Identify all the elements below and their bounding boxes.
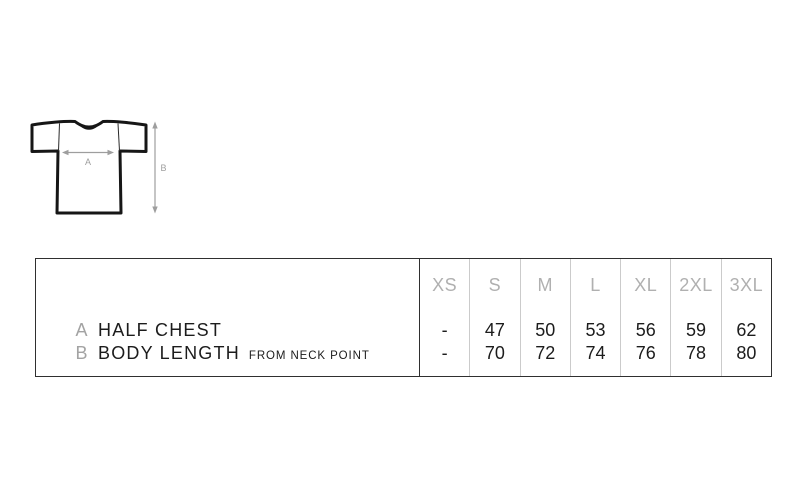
half-chest-value-3xl: 62 xyxy=(736,320,757,340)
tshirt-diagram: A B xyxy=(30,119,167,215)
row-note-from-neck-point: FROM NECK POINT xyxy=(248,350,370,362)
row-name-half-chest: HALF CHEST xyxy=(98,320,223,340)
row-body-length: B BODY LENGTH FROM NECK POINT xyxy=(75,342,370,365)
size-header-l: L xyxy=(590,275,601,295)
size-column-2xl: 2XL 59 78 xyxy=(670,259,720,376)
size-header-xs: XS xyxy=(432,275,458,295)
half-chest-value-s: 47 xyxy=(484,320,505,340)
size-header-2xl: 2XL xyxy=(679,275,713,295)
size-column-m: M 50 72 xyxy=(519,259,570,376)
sleeve-seam-right xyxy=(117,123,120,152)
size-header-m: M xyxy=(537,275,553,295)
size-table: A HALF CHEST B BODY LENGTH FROM NECK POI… xyxy=(35,258,772,377)
row-letter-a: A xyxy=(75,320,89,340)
size-column-xs: XS - - xyxy=(419,259,469,376)
tshirt-outline xyxy=(30,119,148,215)
measure-a-label: A xyxy=(85,157,91,167)
body-length-value-3xl: 80 xyxy=(736,343,757,363)
sleeve-seam-left xyxy=(58,123,60,152)
collar-band xyxy=(77,122,101,130)
measure-b-arrow: B xyxy=(152,121,167,214)
size-header-xl: XL xyxy=(634,275,658,295)
row-letter-b: B xyxy=(75,343,89,363)
half-chest-value-xl: 56 xyxy=(635,320,656,340)
body-length-value-xl: 76 xyxy=(635,343,656,363)
size-column-3xl: 3XL 62 80 xyxy=(720,259,771,376)
measure-b-label: B xyxy=(161,163,167,173)
size-column-xl: XL 56 76 xyxy=(620,259,670,376)
row-name-body-length: BODY LENGTH xyxy=(98,343,240,363)
half-chest-value-2xl: 59 xyxy=(686,320,707,340)
row-half-chest: A HALF CHEST xyxy=(75,319,231,342)
measure-a-arrow: A xyxy=(62,149,114,167)
body-length-value-l: 74 xyxy=(585,343,606,363)
size-column-s: S 47 70 xyxy=(469,259,519,376)
body-length-value-m: 72 xyxy=(535,343,556,363)
size-header-s: S xyxy=(488,275,502,295)
half-chest-value-l: 53 xyxy=(585,320,606,340)
body-length-value-2xl: 78 xyxy=(686,343,707,363)
half-chest-value-xs: - xyxy=(441,320,448,340)
size-column-l: L 53 74 xyxy=(569,259,620,376)
body-length-value-xs: - xyxy=(441,343,448,363)
body-length-value-s: 70 xyxy=(484,343,505,363)
half-chest-value-m: 50 xyxy=(535,320,556,340)
size-header-3xl: 3XL xyxy=(729,275,764,295)
measurement-labels-cell: A HALF CHEST B BODY LENGTH FROM NECK POI… xyxy=(36,259,419,376)
